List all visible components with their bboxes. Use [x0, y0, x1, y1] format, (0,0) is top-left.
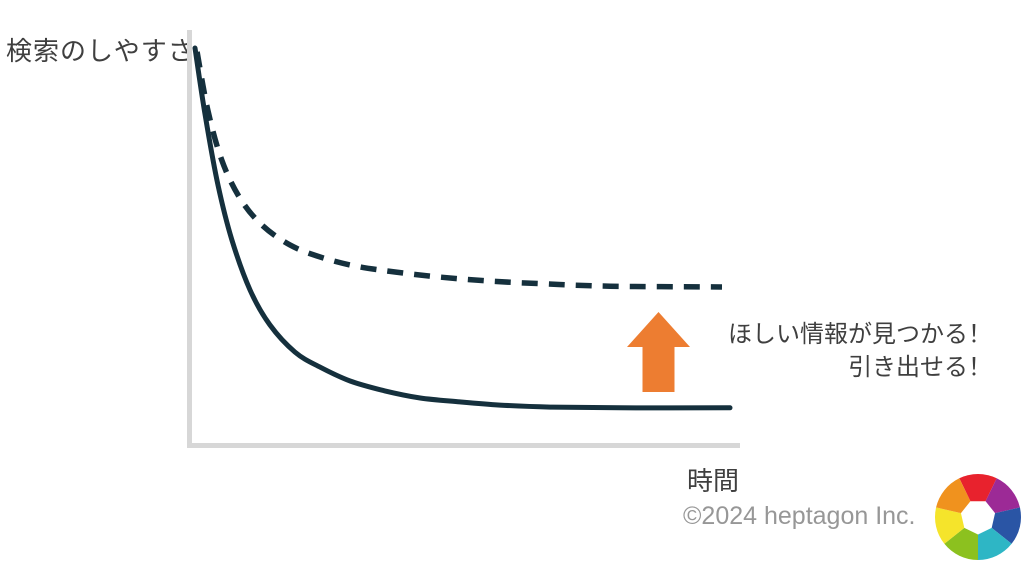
- annotation-text: ほしい情報が見つかる！ 引き出せる！: [700, 318, 992, 384]
- logo-segment-4: [944, 527, 978, 560]
- up-arrow-icon: [627, 312, 690, 392]
- logo-segment-3: [978, 527, 1012, 560]
- logo-segment-5: [935, 507, 965, 544]
- logo-segment-2: [991, 507, 1021, 544]
- annotation-line-1: ほしい情報が見つかる！: [728, 321, 992, 348]
- y-axis-label: 検索のしやすさ: [6, 36, 195, 66]
- logo-segment-6: [936, 478, 971, 514]
- heptagon-logo: [935, 474, 1021, 560]
- logo-segment-1: [985, 478, 1020, 514]
- copyright-text: ©2024 heptagon Inc.: [683, 502, 916, 530]
- annotation-line-2: 引き出せる！: [848, 354, 992, 381]
- solid-decay-curve: [192, 45, 733, 411]
- dashed-decay-curve: [194, 51, 723, 290]
- logo-segment-0: [959, 474, 997, 502]
- x-axis-label: 時間: [687, 466, 740, 496]
